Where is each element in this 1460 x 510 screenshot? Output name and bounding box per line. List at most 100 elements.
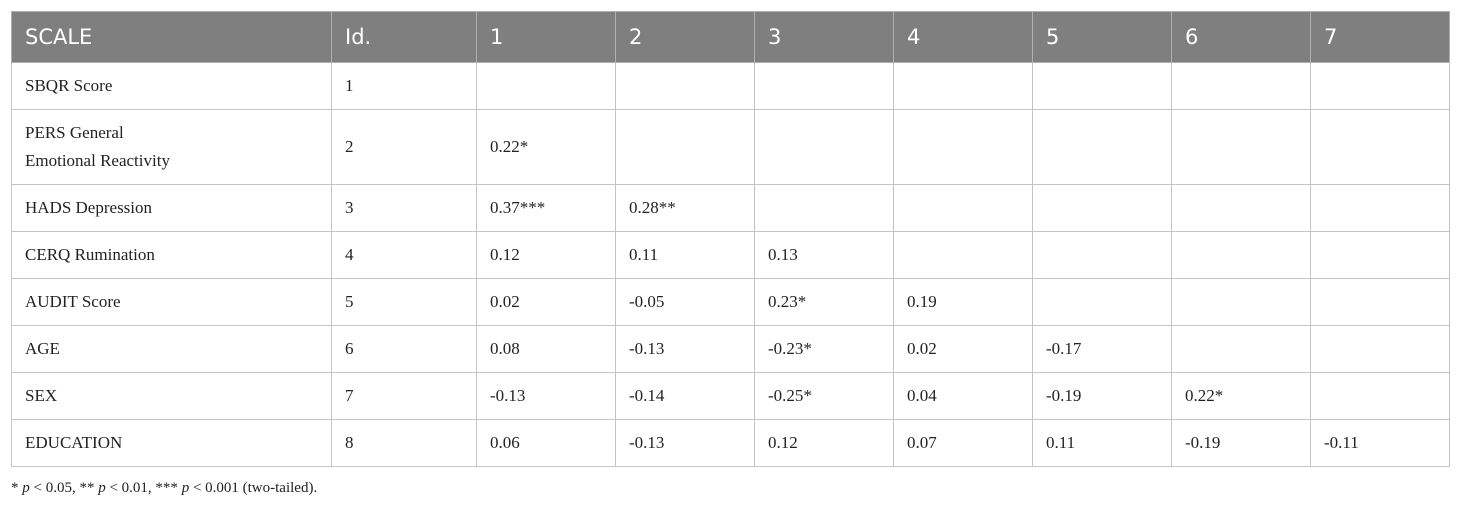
empty-cell (1310, 184, 1450, 232)
table-cell: SEX (11, 372, 332, 420)
empty-cell (476, 62, 616, 110)
table-cell: CERQ Rumination (11, 231, 332, 279)
table-cell: 0.13 (754, 231, 894, 279)
footnote-part: * (11, 480, 23, 496)
footnote-part: < 0.05, ** (29, 480, 99, 496)
header-cell: 4 (893, 11, 1033, 63)
empty-cell (893, 109, 1033, 185)
empty-cell (1032, 184, 1172, 232)
table-cell: SBQR Score (11, 62, 332, 110)
table-cell: EDUCATION (11, 419, 332, 467)
table-row: HADS Depression 3 0.37*** 0.28** (11, 184, 1450, 232)
table-cell: -0.17 (1032, 325, 1172, 373)
table-row: AUDIT Score 5 0.02 -0.05 0.23* 0.19 (11, 278, 1450, 326)
empty-cell (1171, 184, 1311, 232)
table-row: SBQR Score 1 (11, 62, 1450, 110)
correlation-table: SCALE Id. 1 2 3 4 5 6 7 SBQR Score 1 PERS General … (11, 11, 1450, 467)
header-cell: 5 (1032, 11, 1172, 63)
table-row: AGE 6 0.08 -0.13 -0.23* 0.02 -0.17 (11, 325, 1450, 373)
empty-cell (754, 62, 894, 110)
table-cell: 3 (331, 184, 477, 232)
table-cell: 0.06 (476, 419, 616, 467)
footnote-part: p (181, 480, 190, 496)
table-cell: -0.19 (1171, 419, 1311, 467)
empty-cell (1310, 372, 1450, 420)
table-cell: -0.13 (615, 325, 755, 373)
table-cell: 1 (331, 62, 477, 110)
empty-cell (1032, 62, 1172, 110)
header-cell: 7 (1310, 11, 1450, 63)
table-body: SBQR Score 1 PERS General Emotional Reacti… (11, 62, 1450, 467)
table-cell: 4 (331, 231, 477, 279)
table-cell: 0.12 (754, 419, 894, 467)
footnote-part: < 0.001 (two-tailed). (189, 480, 318, 496)
empty-cell (615, 62, 755, 110)
table-cell: -0.25* (754, 372, 894, 420)
header-cell: 1 (476, 11, 616, 63)
empty-cell (615, 109, 755, 185)
empty-cell (1171, 325, 1311, 373)
table-cell: -0.11 (1310, 419, 1450, 467)
table-cell: 0.11 (1032, 419, 1172, 467)
table-cell: 0.07 (893, 419, 1033, 467)
table-cell: 5 (331, 278, 477, 326)
empty-cell (1310, 278, 1450, 326)
empty-cell (1310, 62, 1450, 110)
header-cell: SCALE (11, 11, 332, 63)
table-cell: 6 (331, 325, 477, 373)
empty-cell (893, 184, 1033, 232)
header-cell: 6 (1171, 11, 1311, 63)
table-cell: 0.11 (615, 231, 755, 279)
empty-cell (1310, 109, 1450, 185)
header-cell: 3 (754, 11, 894, 63)
table-cell: 8 (331, 419, 477, 467)
table-cell: -0.23* (754, 325, 894, 373)
empty-cell (1032, 109, 1172, 185)
header-row: SCALE Id. 1 2 3 4 5 6 7 (11, 11, 1450, 63)
footnote-part: p (98, 480, 106, 496)
footnote-part: < 0.01, *** (105, 480, 182, 496)
footnote-part: p (22, 480, 30, 496)
table-cell: -0.13 (476, 372, 616, 420)
table-row: EDUCATION 8 0.06 -0.13 0.12 0.07 0.11 -0.19 -0.1… (11, 419, 1450, 467)
table-row: CERQ Rumination 4 0.12 0.11 0.13 (11, 231, 1450, 279)
empty-cell (754, 109, 894, 185)
table-cell: 0.37*** (476, 184, 616, 232)
footnote: * p < 0.05, ** p < 0.01, *** p < 0.001 (… (11, 480, 317, 497)
table-row: SEX 7 -0.13 -0.14 -0.25* 0.04 -0.19 0.22* (11, 372, 1450, 420)
table-cell: 0.12 (476, 231, 616, 279)
empty-cell (1171, 231, 1311, 279)
empty-cell (1310, 231, 1450, 279)
empty-cell (1310, 325, 1450, 373)
table-cell: 0.08 (476, 325, 616, 373)
table-cell: 0.23* (754, 278, 894, 326)
table-cell: 7 (331, 372, 477, 420)
empty-cell (1171, 62, 1311, 110)
empty-cell (1032, 278, 1172, 326)
empty-cell (893, 62, 1033, 110)
table-cell: 0.22* (1171, 372, 1311, 420)
table-cell: AGE (11, 325, 332, 373)
empty-cell (1171, 278, 1311, 326)
table-cell: 0.28** (615, 184, 755, 232)
table-cell: 0.02 (476, 278, 616, 326)
empty-cell (893, 231, 1033, 279)
table-row: PERS General Emotional Reactivity 2 0.22* (11, 109, 1450, 185)
empty-cell (1171, 109, 1311, 185)
table-cell: -0.05 (615, 278, 755, 326)
table-cell: PERS General Emotional Reactivity (11, 109, 332, 185)
table-cell: HADS Depression (11, 184, 332, 232)
table-cell: -0.14 (615, 372, 755, 420)
table-cell: 0.02 (893, 325, 1033, 373)
table-cell: 0.04 (893, 372, 1033, 420)
table-cell: -0.19 (1032, 372, 1172, 420)
empty-cell (754, 184, 894, 232)
table-cell: -0.13 (615, 419, 755, 467)
table-cell: 0.19 (893, 278, 1033, 326)
header-cell: Id. (331, 11, 477, 63)
table-cell: 2 (331, 109, 477, 185)
table-cell: AUDIT Score (11, 278, 332, 326)
header-cell: 2 (615, 11, 755, 63)
table-cell: 0.22* (476, 109, 616, 185)
